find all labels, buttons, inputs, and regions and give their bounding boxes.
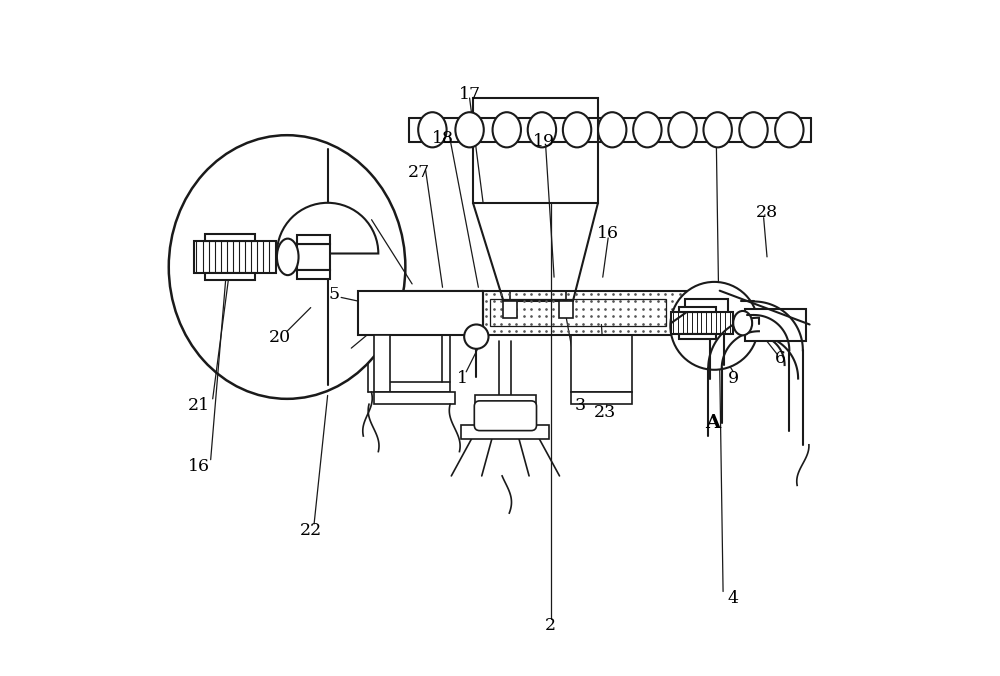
Ellipse shape	[739, 112, 768, 147]
Text: 19: 19	[533, 133, 555, 151]
Bar	[297, 244, 330, 270]
Text: 22: 22	[300, 522, 322, 539]
Text: 9: 9	[728, 370, 739, 387]
Ellipse shape	[277, 239, 299, 275]
Text: A: A	[705, 414, 721, 431]
Bar	[745, 309, 806, 341]
Bar	[679, 334, 716, 339]
Bar	[685, 299, 728, 326]
Wedge shape	[277, 203, 378, 254]
Bar	[473, 98, 598, 203]
Bar	[358, 291, 483, 335]
Ellipse shape	[668, 112, 697, 147]
Text: 28: 28	[756, 204, 778, 222]
Bar	[671, 312, 733, 334]
Bar	[205, 234, 255, 241]
Ellipse shape	[528, 112, 556, 147]
Text: 20: 20	[269, 329, 291, 347]
Text: 2: 2	[545, 617, 556, 634]
Text: 23: 23	[594, 404, 616, 421]
Text: 18: 18	[432, 130, 454, 147]
Bar	[297, 235, 330, 244]
Bar	[194, 241, 276, 273]
Bar	[475, 395, 536, 406]
Ellipse shape	[598, 112, 626, 147]
Text: 16: 16	[188, 458, 210, 475]
Bar	[503, 301, 517, 318]
Text: 5: 5	[329, 285, 340, 303]
Ellipse shape	[563, 112, 591, 147]
Ellipse shape	[633, 112, 662, 147]
Text: 3: 3	[574, 397, 585, 414]
Ellipse shape	[733, 311, 752, 335]
Ellipse shape	[703, 112, 732, 147]
Bar	[571, 392, 632, 404]
Text: 27: 27	[408, 164, 430, 181]
Bar	[490, 299, 666, 326]
FancyBboxPatch shape	[474, 401, 537, 431]
Bar	[483, 291, 686, 335]
Bar	[461, 425, 549, 439]
Circle shape	[464, 324, 489, 349]
Text: 1: 1	[457, 370, 468, 387]
Bar	[297, 270, 330, 279]
Text: 4: 4	[728, 589, 739, 607]
Text: 21: 21	[188, 397, 210, 414]
Circle shape	[670, 282, 758, 370]
Ellipse shape	[418, 112, 447, 147]
Bar	[205, 273, 255, 280]
Ellipse shape	[455, 112, 484, 147]
Text: 16: 16	[597, 224, 619, 242]
Bar	[679, 307, 716, 312]
Ellipse shape	[169, 135, 405, 399]
Bar	[571, 335, 632, 392]
Ellipse shape	[775, 112, 804, 147]
Bar	[374, 335, 390, 392]
Text: 6: 6	[775, 349, 786, 367]
Ellipse shape	[493, 112, 521, 147]
Bar	[374, 392, 455, 404]
Text: 17: 17	[459, 86, 481, 103]
Bar	[559, 301, 573, 318]
